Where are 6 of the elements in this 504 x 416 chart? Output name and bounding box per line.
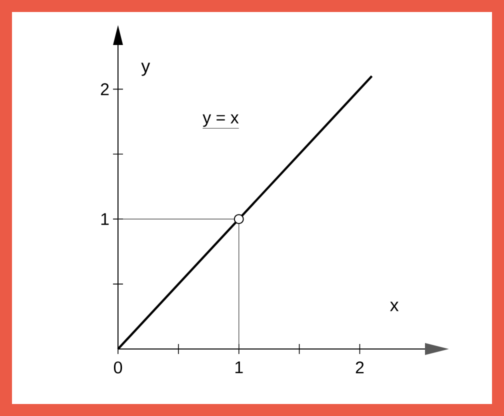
x-tick-label: 0 <box>114 361 122 374</box>
x-tick-label: 1 <box>235 361 243 374</box>
x-axis-title: x <box>390 302 399 312</box>
x-tick-label: 2 <box>356 361 364 374</box>
annotation: y = x <box>202 114 239 127</box>
y-axis-title: y <box>141 62 150 76</box>
